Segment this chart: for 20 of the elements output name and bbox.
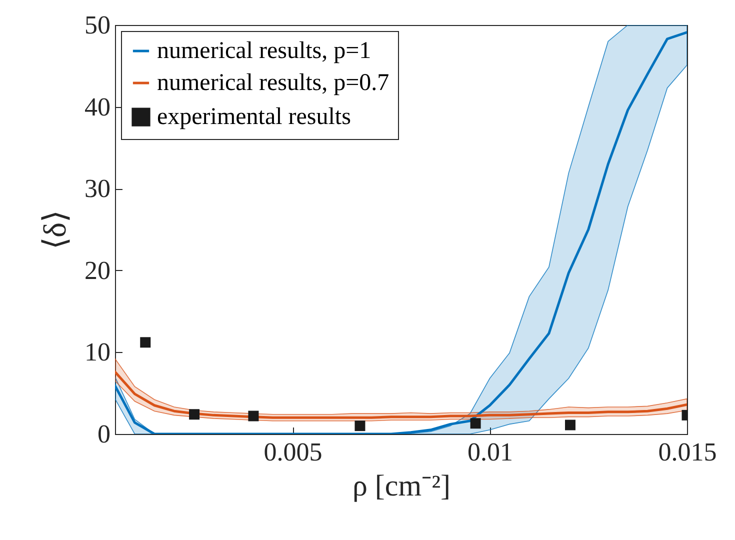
y-tick-label: 50 [84,10,110,40]
x-axis-title: ρ [cm⁻²] [352,470,451,502]
y-tick-label: 30 [84,174,110,204]
y-tick-label: 0 [98,420,110,448]
point [564,420,576,430]
legend-label: numerical results, p=1 [157,38,372,64]
point [470,418,481,429]
point [248,410,259,422]
x-tick-label: 0.01 [468,438,514,466]
x-tick-label: 0.005 [264,438,322,466]
x-tick-label: 0.015 [658,438,717,466]
y-tick-label: 20 [84,256,110,285]
legend-label: numerical results, p=0.7 [157,70,390,96]
legend-label: experimental results [157,104,351,130]
y-tick-label: 40 [84,92,110,122]
y-tick-label: 10 [84,338,110,367]
point [354,420,366,432]
point [189,409,200,420]
point [140,337,151,348]
y-axis-title: ⟨δ⟩ [36,210,72,250]
